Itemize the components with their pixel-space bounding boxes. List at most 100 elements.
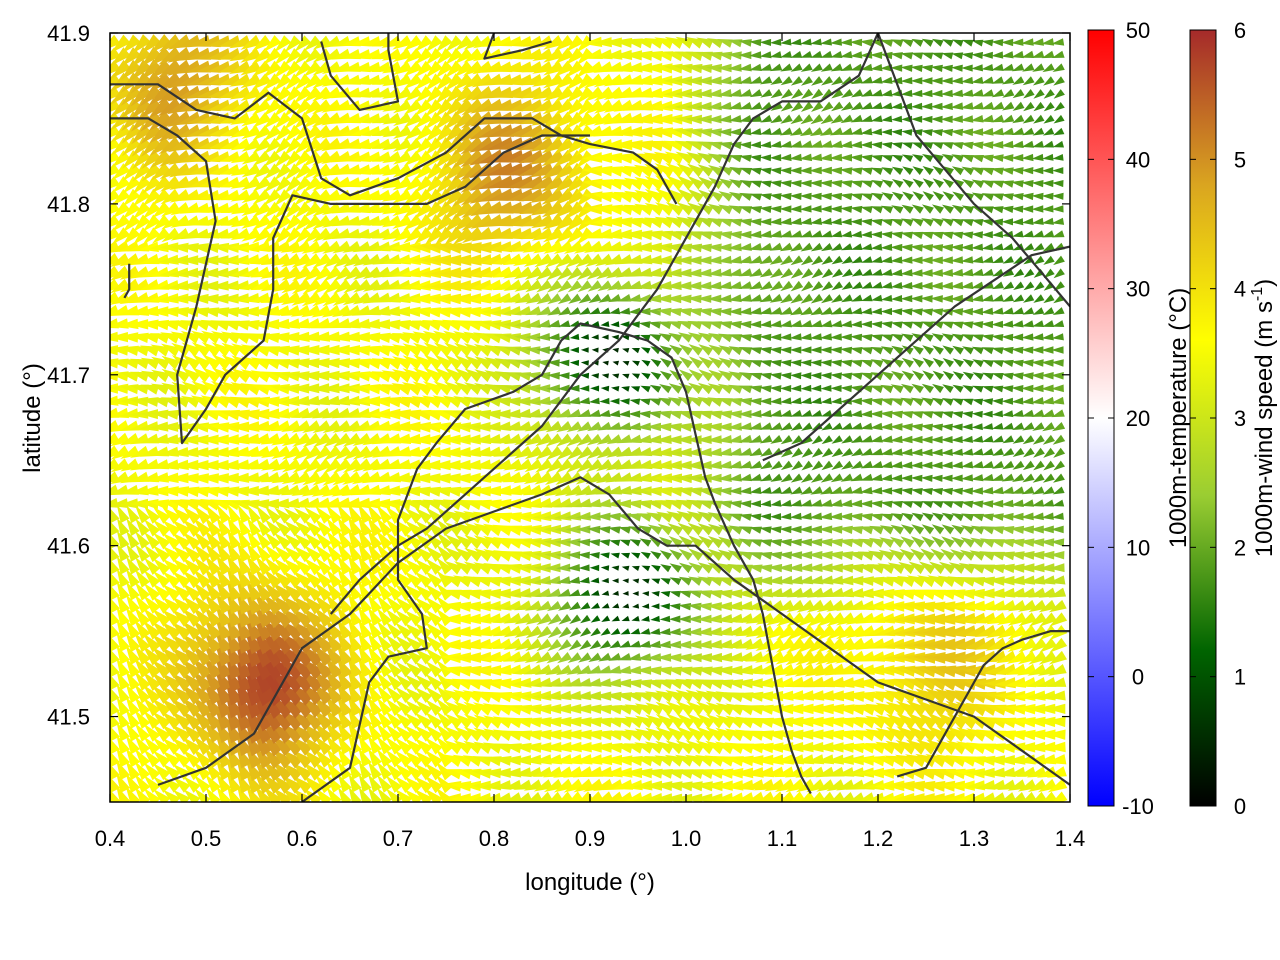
wind-arrow bbox=[568, 384, 580, 392]
wind-arrow bbox=[420, 434, 441, 445]
wind-arrow bbox=[535, 458, 553, 473]
wind-arrow bbox=[110, 648, 120, 665]
wind-arrow bbox=[619, 640, 631, 648]
wind-arrow bbox=[654, 473, 672, 483]
wind-arrow bbox=[333, 458, 352, 474]
wind-arrow bbox=[942, 651, 966, 664]
wind-arrow bbox=[665, 679, 684, 690]
wind-arrow bbox=[920, 436, 933, 444]
wind-arrow bbox=[878, 549, 895, 561]
wind-arrow bbox=[431, 473, 451, 484]
wind-arrow bbox=[552, 741, 572, 753]
wind-arrow bbox=[502, 576, 522, 586]
wind-arrow bbox=[665, 435, 682, 445]
wind-arrow bbox=[859, 410, 873, 418]
wind-arrow bbox=[734, 792, 755, 802]
wind-arrow bbox=[492, 767, 511, 778]
wind-arrow bbox=[1007, 587, 1026, 598]
wind-arrow bbox=[641, 578, 650, 584]
wind-arrow bbox=[211, 381, 231, 396]
wind-arrow bbox=[748, 422, 763, 430]
wind-arrow bbox=[161, 724, 181, 743]
wind-arrow bbox=[544, 677, 562, 687]
wind-arrow bbox=[1041, 512, 1054, 520]
wind-arrow bbox=[211, 354, 231, 371]
wind-arrow bbox=[1007, 637, 1028, 653]
wind-arrow bbox=[293, 558, 312, 576]
wind-arrow bbox=[931, 501, 944, 509]
wind-arrow bbox=[566, 421, 583, 433]
wind-arrow bbox=[959, 549, 976, 561]
wind-arrow bbox=[116, 785, 131, 802]
wind-arrow bbox=[850, 422, 863, 430]
wind-arrow bbox=[193, 581, 212, 602]
wind-arrow bbox=[453, 701, 473, 716]
wind-arrow bbox=[639, 538, 652, 547]
wind-arrow bbox=[326, 530, 342, 550]
wind-arrow bbox=[152, 519, 171, 537]
wind-arrow bbox=[567, 564, 580, 572]
wind-arrow bbox=[779, 525, 792, 534]
wind-arrow bbox=[304, 506, 322, 524]
wind-arrow bbox=[813, 690, 835, 701]
wind-arrow bbox=[1053, 447, 1066, 458]
wind-arrow bbox=[162, 584, 181, 601]
wind-arrow bbox=[357, 644, 373, 665]
wind-arrow bbox=[1000, 499, 1014, 508]
wind-arrow bbox=[404, 789, 423, 802]
wind-arrow bbox=[656, 511, 674, 523]
wind-arrow bbox=[239, 409, 260, 420]
wind-arrow bbox=[281, 762, 303, 782]
wind-arrow bbox=[706, 576, 723, 587]
wind-arrow bbox=[226, 785, 241, 802]
wind-arrow bbox=[717, 398, 733, 407]
wind-arrow bbox=[930, 423, 943, 431]
wind-arrow bbox=[1022, 435, 1035, 445]
wind-arrow bbox=[376, 684, 393, 704]
wind-arrow bbox=[431, 460, 451, 471]
wind-arrow bbox=[323, 445, 342, 461]
wind-arrow bbox=[988, 551, 1005, 561]
wind-arrow bbox=[314, 569, 332, 589]
wind-arrow bbox=[215, 604, 232, 628]
wind-arrow bbox=[313, 618, 334, 641]
wind-arrow bbox=[273, 545, 292, 563]
wind-arrow bbox=[870, 422, 883, 431]
wind-arrow bbox=[1028, 650, 1047, 665]
wind-arrow bbox=[610, 628, 621, 635]
wind-arrow bbox=[606, 512, 621, 521]
wind-arrow bbox=[890, 524, 904, 535]
wind-arrow bbox=[425, 635, 443, 652]
wind-arrow bbox=[769, 397, 782, 405]
wind-arrow bbox=[766, 576, 783, 585]
wind-arrow bbox=[630, 386, 641, 392]
wind-arrow bbox=[901, 501, 914, 508]
wind-arrow bbox=[454, 381, 473, 396]
wind-arrow bbox=[394, 596, 413, 614]
wind-arrow bbox=[1052, 422, 1066, 432]
wind-arrow bbox=[171, 621, 192, 640]
wind-arrow bbox=[558, 601, 572, 611]
wind-arrow bbox=[229, 486, 250, 497]
wind-arrow bbox=[1048, 599, 1067, 613]
wind-arrow bbox=[558, 372, 570, 380]
wind-arrow bbox=[900, 448, 913, 456]
wind-arrow bbox=[358, 503, 373, 524]
wind-arrow bbox=[940, 474, 953, 482]
wind-arrow bbox=[260, 445, 281, 458]
wind-arrow bbox=[810, 397, 822, 405]
wind-arrow bbox=[820, 791, 836, 802]
wind-arrow bbox=[716, 410, 733, 419]
wind-arrow bbox=[890, 398, 904, 406]
wind-arrow bbox=[952, 384, 964, 393]
wind-arrow bbox=[1002, 460, 1015, 470]
wind-arrow bbox=[422, 381, 443, 396]
wind-arrow bbox=[527, 792, 543, 802]
wind-arrow bbox=[193, 543, 212, 563]
wind-arrow bbox=[1018, 599, 1037, 612]
wind-arrow bbox=[1021, 372, 1034, 380]
wind-arrow bbox=[404, 763, 423, 781]
wind-arrow bbox=[1052, 486, 1065, 495]
wind-arrow bbox=[568, 589, 581, 597]
wind-arrow bbox=[1049, 637, 1068, 653]
